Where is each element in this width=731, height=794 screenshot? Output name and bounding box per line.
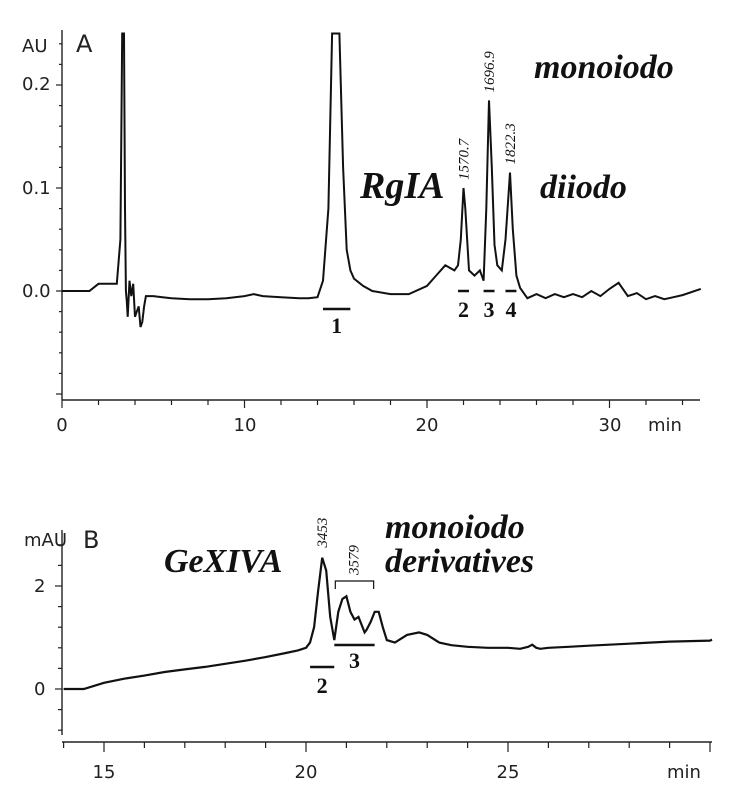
panel-b-y-tick-label: 2 [34, 576, 45, 597]
panel-a: AU A 0.0 0.1 0.2 0 10 20 30 min 1 2 3 4 157… [22, 30, 702, 436]
panel-b-label: B [83, 526, 99, 554]
panel-a-x-tick-label: 30 [599, 415, 622, 436]
panel-b-annotation-monoiodo: monoiodo [385, 509, 525, 546]
panel-a-fraction-label: 3 [484, 297, 495, 322]
panel-a-peak-labels: 1570.7 1696.9 1822.3 [457, 51, 520, 180]
panel-b-x-unit: min [667, 762, 701, 783]
panel-a-fraction-label: 4 [505, 297, 516, 322]
panel-b-trace [63, 557, 713, 691]
panel-a-x-tick-label: 20 [416, 415, 439, 436]
panel-b-fraction-label: 3 [349, 648, 360, 673]
panel-b-fractions: 23 [310, 643, 375, 698]
panel-a-peak-mass-label: 1822.3 [503, 123, 519, 164]
panel-b: mAU B 0 2 15 20 25 min 23 3453 3579 GeXI… [24, 509, 713, 783]
panel-b-peak-labels: 3453 [315, 518, 331, 549]
panel-a-fraction-label: 1 [331, 313, 342, 338]
panel-a-trace [62, 32, 702, 328]
panel-b-bracket [334, 580, 375, 589]
panel-b-y-ticks [55, 544, 62, 731]
panel-b-fraction-label: 2 [317, 673, 328, 698]
panel-a-y-tick-label: 0.1 [22, 178, 51, 199]
panel-b-y-unit: mAU [24, 530, 67, 551]
panel-a-x-tick-label: 10 [234, 415, 257, 436]
panel-a-label: A [76, 30, 93, 58]
panel-a-peak-mass-label: 1696.9 [482, 51, 498, 93]
panel-b-y-tick-label: 0 [34, 679, 45, 700]
panel-a-fractions: 1 2 3 4 [322, 289, 516, 338]
panel-a-y-tick-label: 0.0 [22, 281, 51, 302]
panel-b-bracket-label: 3579 [346, 545, 362, 577]
panel-a-annotation-diiodo: diiodo [540, 169, 627, 206]
panel-a-annotation-monoiodo: monoiodo [534, 49, 674, 86]
panel-b-annotation-derivatives: derivatives [385, 543, 534, 580]
panel-a-y-unit: AU [22, 36, 48, 57]
panel-b-peak-mass-label: 3453 [315, 518, 331, 549]
panel-b-x-tick-label: 25 [497, 762, 520, 783]
panel-a-y-ticks [56, 43, 62, 395]
panel-b-x-tick-label: 20 [295, 762, 318, 783]
panel-a-fraction-label: 2 [458, 297, 469, 322]
panel-a-x-tick-label: 0 [56, 415, 67, 436]
panel-b-x-tick-label: 15 [93, 762, 116, 783]
panel-a-peak-mass-label: 1570.7 [457, 137, 473, 180]
panel-a-annotation-rgia: RgIA [359, 165, 444, 207]
panel-b-x-ticks [62, 742, 711, 752]
panel-a-y-tick-label: 0.2 [22, 74, 51, 95]
panel-a-x-ticks [61, 400, 684, 408]
panel-b-annotation-gexiva: GeXIVA [164, 543, 282, 580]
panel-a-x-unit: min [648, 415, 682, 436]
